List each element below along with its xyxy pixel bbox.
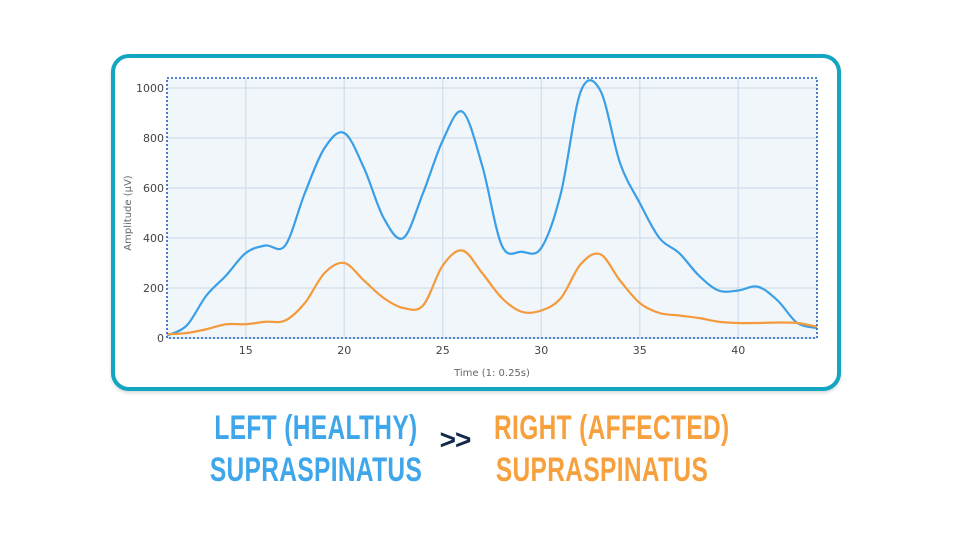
y-tick-labels: 0 200 400 600 800 1000 [136,82,164,345]
right-affected-series-line [166,249,818,336]
y-axis-label: Amplitude (µV) [123,175,134,251]
y-tick-label: 600 [143,182,164,195]
right-caption-line2: SUPRASPINATUS [495,451,709,489]
comparator-symbol: >> [439,424,472,455]
y-tick-label: 800 [143,132,164,145]
y-tick-label: 200 [143,282,164,295]
y-tick-label: 1000 [136,82,164,95]
left-caption-line2: SUPRASPINATUS [209,451,423,489]
series-group [166,79,818,337]
x-tick-label: 35 [633,344,647,357]
x-tick-label: 15 [239,344,253,357]
x-tick-label: 25 [436,344,450,357]
right-caption-line1: RIGHT (AFFECTED) [494,409,730,447]
x-axis-label: Time (1: 0.25s) [453,368,530,379]
x-tick-label: 40 [731,344,745,357]
grid [167,78,817,339]
y-tick-label: 400 [143,232,164,245]
y-tick-label: 0 [157,332,164,345]
x-tick-label: 20 [337,344,351,357]
left-caption-line1: LEFT (HEALTHY) [214,409,418,447]
x-tick-labels: 15 20 25 30 35 40 [239,344,745,357]
plot-selection-border [166,77,818,339]
x-tick-label: 30 [534,344,548,357]
left-healthy-series-line [166,79,818,337]
